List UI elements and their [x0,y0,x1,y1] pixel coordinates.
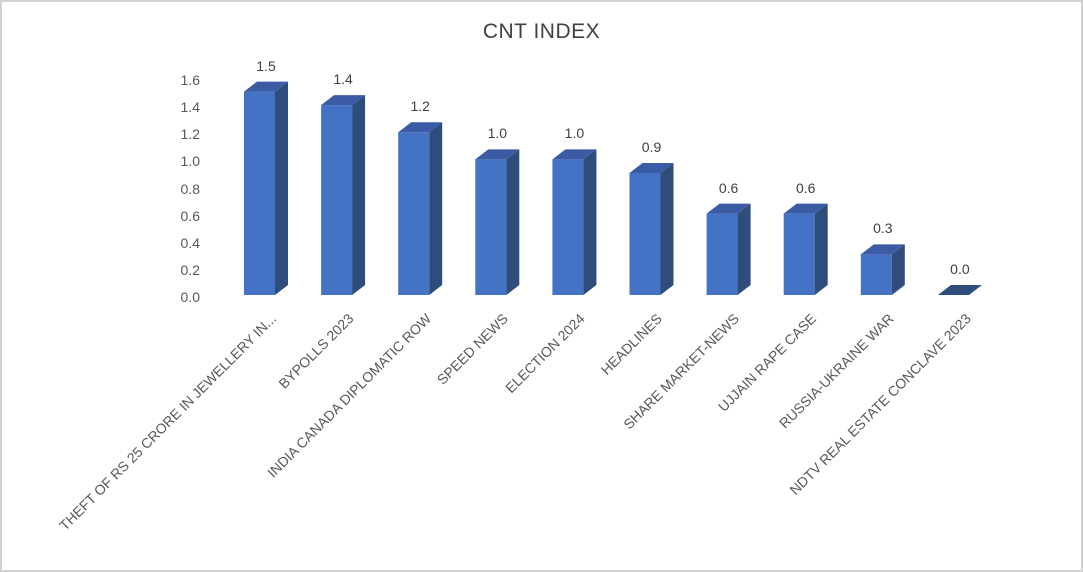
bar-side-face [352,95,366,295]
bar-2 [398,122,443,295]
bar-front-face [783,213,815,295]
bar-top-face [552,149,597,160]
bar-top-face [475,149,520,160]
y-axis-tick-label: 0.4 [180,234,200,251]
bar-value-label: 1.0 [487,125,508,142]
bar-top-face [860,244,905,255]
bar-side-face [814,203,828,295]
bar-3 [475,149,520,295]
bar-9 [937,285,982,295]
bar-8 [860,244,905,295]
bar-side-face [583,149,597,295]
bar-front-face [860,254,892,295]
bar-6 [706,203,751,295]
bar-side-face [429,122,443,295]
bar-top-face [321,95,366,106]
bar-front-face [552,159,584,295]
bar-0 [244,81,288,295]
bar-value-label: 1.5 [256,57,276,74]
y-axis-tick-label: 1.4 [180,99,200,116]
bar-top-face [244,81,288,92]
bar-side-face [891,244,905,295]
bar-value-label: 1.0 [564,125,585,142]
bar-side-face [660,162,674,295]
bar-front-face [629,172,661,295]
bar-value-label: 0.6 [718,179,739,196]
y-axis-tick-label: 1.6 [180,72,200,88]
bar-top-face [398,122,443,133]
bar-5 [629,162,674,295]
y-axis-tick-label: 0.0 [180,289,200,305]
bar-value-label: 0.9 [641,138,662,155]
y-axis-tick-label: 0.8 [180,180,200,197]
bar-value-label: 1.2 [410,98,430,115]
bar-front-face [475,159,507,295]
bar-7 [783,203,828,295]
bar-top-face [629,162,674,173]
y-axis-tick-label: 1.2 [180,126,200,143]
bar-front-face [321,105,353,295]
bar-value-label: 0.6 [795,179,816,196]
bar-front-face [244,91,275,295]
bar-front-face [398,132,430,295]
bar-value-label: 1.4 [333,71,353,88]
y-axis-tick-label: 0.2 [180,261,200,278]
bar-top-face [937,285,982,295]
bar-front-face [706,213,738,295]
bar-top-face [783,203,828,214]
bar-side-face [506,149,520,295]
chart-title: CNT INDEX [482,20,601,43]
bar-side-face [275,81,288,295]
bar-1 [321,95,366,295]
bar-value-label: 0.3 [873,220,893,237]
y-axis-tick-label: 0.6 [180,207,200,224]
bar-value-label: 0.0 [950,261,970,277]
bar-4 [552,149,597,295]
bar-top-face [706,203,751,214]
bar-side-face [737,203,751,295]
y-axis-tick-label: 1.0 [180,153,200,170]
